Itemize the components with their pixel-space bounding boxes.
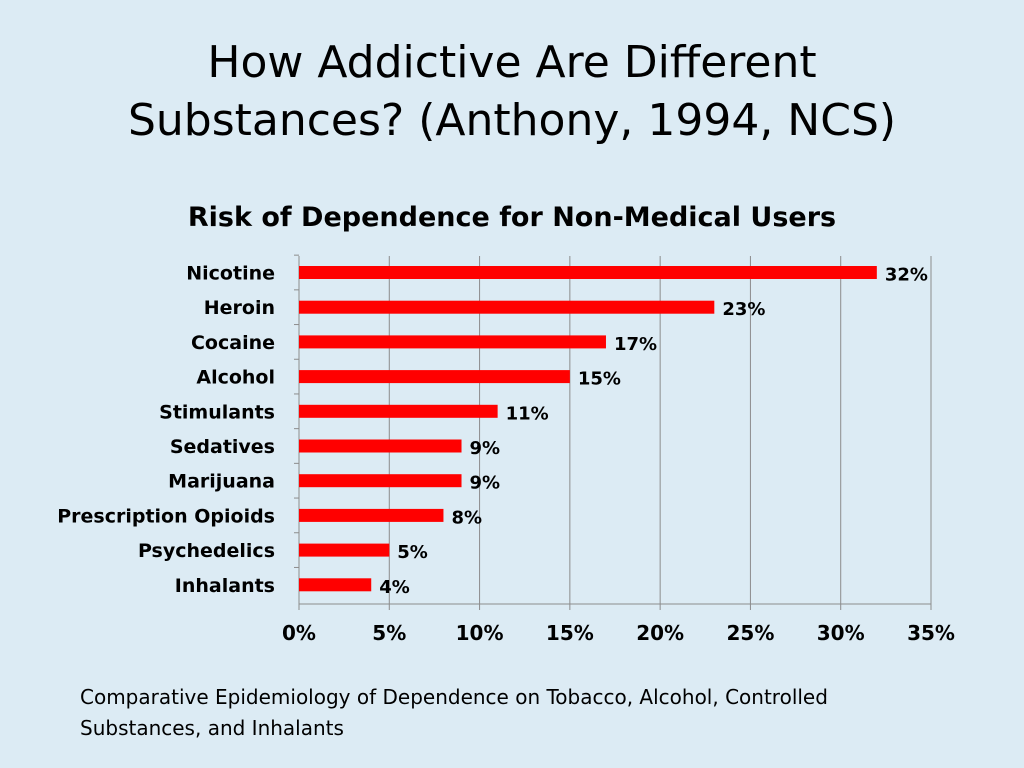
x-tick-label: 10% [456, 621, 504, 645]
x-tick-label: 5% [372, 621, 406, 645]
category-label: Prescription Opioids [57, 505, 275, 527]
x-tick-label: 25% [726, 621, 774, 645]
bar [299, 335, 606, 349]
data-label: 9% [470, 438, 501, 459]
category-label: Nicotine [186, 263, 275, 285]
bar [299, 543, 390, 557]
data-label: 23% [722, 299, 765, 320]
category-label: Alcohol [196, 367, 275, 389]
category-label: Marijuana [168, 471, 275, 493]
x-tick-label: 15% [546, 621, 594, 645]
category-label: Inhalants [175, 575, 275, 597]
bar [299, 508, 444, 522]
data-label: 15% [578, 369, 621, 390]
bar [299, 300, 715, 314]
bar [299, 474, 462, 488]
x-tick-label: 20% [636, 621, 684, 645]
data-label: 9% [470, 473, 501, 494]
data-label: 32% [885, 265, 928, 286]
source-citation: Comparative Epidemiology of Dependence o… [80, 682, 940, 744]
bar [299, 266, 877, 279]
data-label: 4% [379, 577, 410, 598]
category-label: Sedatives [170, 436, 275, 458]
bar [299, 370, 570, 384]
category-label: Stimulants [159, 401, 275, 423]
data-label: 17% [614, 334, 657, 355]
x-axis: 0% 5% 10% 15% 20% 25% 30% 35% [282, 254, 955, 645]
bar [299, 578, 372, 592]
bars [299, 266, 877, 592]
slide-title: How Addictive Are Different Substances? … [0, 34, 1024, 150]
category-label: Heroin [204, 297, 275, 319]
category-label: Psychedelics [138, 540, 275, 562]
bar [299, 439, 462, 453]
data-label: 5% [397, 542, 428, 563]
data-label: 8% [451, 507, 482, 528]
category-label: Cocaine [191, 332, 275, 354]
chart-title: Risk of Dependence for Non-Medical Users [188, 202, 836, 233]
data-label: 11% [506, 403, 549, 424]
x-tick-label: 0% [282, 621, 316, 645]
labels: Nicotine 32% Heroin 23% Cocaine 17% Alcohol 15%… [57, 263, 928, 598]
bar [299, 404, 498, 418]
source-citation-line-1: Comparative Epidemiology of Dependence o… [80, 685, 828, 709]
slide-title-line-1: How Addictive Are Different [207, 37, 817, 88]
gridlines [388, 256, 932, 604]
slide-title-line-2: Substances? (Anthony, 1994, NCS) [127, 95, 897, 146]
x-tick-label: 30% [817, 621, 865, 645]
x-tick-label: 35% [907, 621, 955, 645]
source-citation-line-2: Substances, and Inhalants [80, 716, 344, 740]
bar-chart: Risk of Dependence for Non-Medical Users… [57, 202, 955, 645]
